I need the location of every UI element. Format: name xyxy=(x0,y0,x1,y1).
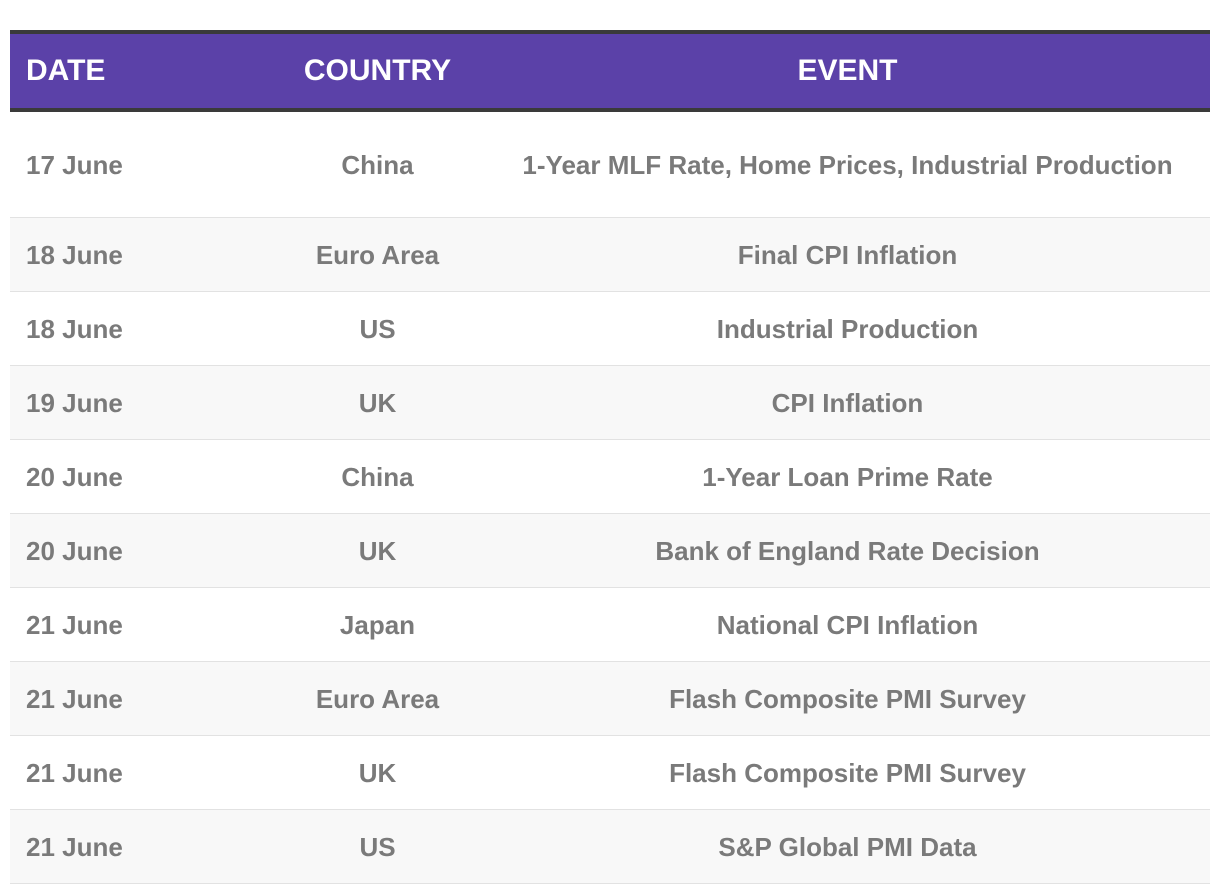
header-cell: EVENT xyxy=(485,30,1210,112)
table-cell: UK xyxy=(270,513,485,588)
table-row: 21 June Euro Area Flash Composite PMI Surv… xyxy=(10,661,1210,736)
table-cell: China xyxy=(270,110,485,218)
table-row: 21 June Japan National CPI Inflation xyxy=(10,587,1210,662)
table-cell: UK xyxy=(270,365,485,440)
table-row: 21 June UK Flash Composite PMI Survey xyxy=(10,735,1210,810)
table-cell: 19 June xyxy=(10,365,270,440)
table-row: 18 June US Industrial Production xyxy=(10,291,1210,366)
events-table: DATE COUNTRY EVENT 17 June China 1-Year MLF … xyxy=(10,30,1210,884)
table-cell: 21 June xyxy=(10,661,270,736)
table-cell: 21 June xyxy=(10,809,270,884)
table-row: 19 June UK CPI Inflation xyxy=(10,365,1210,440)
table-cell: 20 June xyxy=(10,439,270,514)
table-cell: 18 June xyxy=(10,291,270,366)
table-cell: Flash Composite PMI Survey xyxy=(485,661,1210,736)
table-cell: Bank of England Rate Decision xyxy=(485,513,1210,588)
table-cell: UK xyxy=(270,735,485,810)
table-cell: US xyxy=(270,291,485,366)
table-cell: 17 June xyxy=(10,110,270,218)
table-cell: 21 June xyxy=(10,587,270,662)
table-cell: Euro Area xyxy=(270,661,485,736)
table-cell: US xyxy=(270,809,485,884)
table-cell: Flash Composite PMI Survey xyxy=(485,735,1210,810)
table-row: 17 June China 1-Year MLF Rate, Home Prices… xyxy=(10,110,1210,218)
header-row: DATE COUNTRY EVENT xyxy=(10,30,1210,112)
table-cell: S&P Global PMI Data xyxy=(485,809,1210,884)
table-cell: Final CPI Inflation xyxy=(485,217,1210,292)
table-row: 18 June Euro Area Final CPI Inflation xyxy=(10,217,1210,292)
header-cell: COUNTRY xyxy=(270,30,485,112)
table-cell: Industrial Production xyxy=(485,291,1210,366)
table-cell: 20 June xyxy=(10,513,270,588)
header-cell: DATE xyxy=(10,30,270,112)
table-cell: Japan xyxy=(270,587,485,662)
table-cell: 18 June xyxy=(10,217,270,292)
table-cell: National CPI Inflation xyxy=(485,587,1210,662)
table-cell: Euro Area xyxy=(270,217,485,292)
table-cell: 1-Year Loan Prime Rate xyxy=(485,439,1210,514)
table-cell: China xyxy=(270,439,485,514)
table-row: 20 June UK Bank of England Rate Decision xyxy=(10,513,1210,588)
table-body: 17 June China 1-Year MLF Rate, Home Prices… xyxy=(10,110,1210,884)
table-cell: 1-Year MLF Rate, Home Prices, Industrial… xyxy=(485,110,1210,218)
table-row: 20 June China 1-Year Loan Prime Rate xyxy=(10,439,1210,514)
table-cell: CPI Inflation xyxy=(485,365,1210,440)
table-row: 21 June US S&P Global PMI Data xyxy=(10,809,1210,884)
table-cell: 21 June xyxy=(10,735,270,810)
